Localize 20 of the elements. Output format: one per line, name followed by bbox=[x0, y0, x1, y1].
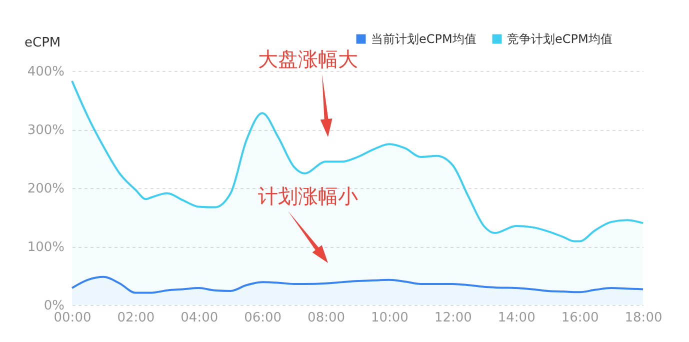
legend-label: 当前计划eCPM均值 bbox=[371, 32, 476, 46]
y-tick-label: 0% bbox=[44, 298, 64, 314]
x-tick-label: 14:00 bbox=[498, 310, 536, 326]
x-tick-label: 10:00 bbox=[370, 310, 408, 326]
y-tick-label: 300% bbox=[27, 123, 64, 138]
y-tick-label: 400% bbox=[27, 64, 64, 80]
y-tick-label: 200% bbox=[27, 182, 64, 196]
x-tick-label: 08:00 bbox=[308, 310, 346, 326]
x-tick-label: 06:00 bbox=[244, 310, 282, 326]
x-tick-label: 00:00 bbox=[54, 310, 92, 326]
y-axis-title: eCPM bbox=[24, 36, 61, 50]
y-tick-label: 100% bbox=[27, 240, 64, 255]
x-tick-label: 02:00 bbox=[117, 310, 155, 326]
text: 大盘涨幅大 bbox=[258, 47, 358, 71]
x-tick-label: 04:00 bbox=[180, 310, 218, 326]
annotation: 计划涨幅小 bbox=[258, 184, 358, 208]
x-tick-label: 16:00 bbox=[561, 310, 599, 326]
legend-label: 竞争计划eCPM均值 bbox=[507, 32, 612, 46]
x-tick-label: 12:00 bbox=[434, 310, 472, 326]
x-tick-label: 18:00 bbox=[624, 310, 662, 326]
